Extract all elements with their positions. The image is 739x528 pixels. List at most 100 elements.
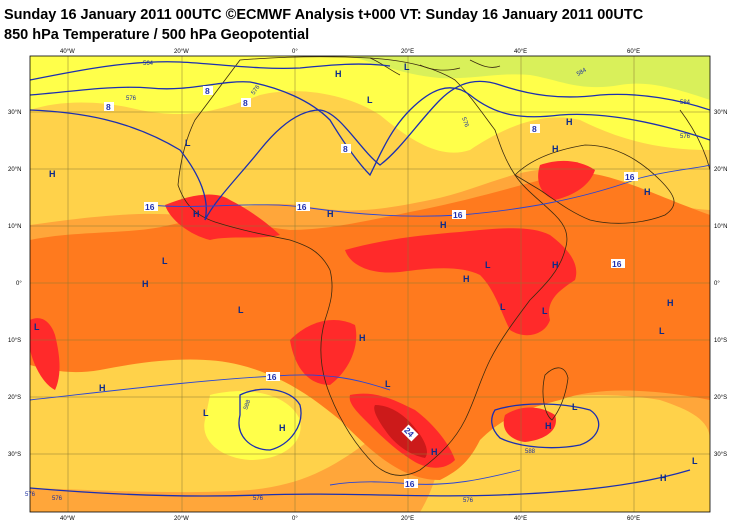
temp-dark-red-core (374, 405, 427, 458)
lon-tick-top: 0° (292, 49, 298, 55)
temp-label-box: 16 (624, 172, 638, 182)
lat-tick-right: 0° (714, 281, 720, 287)
svg-text:16: 16 (267, 372, 277, 382)
pressure-center-label: L (203, 408, 209, 418)
map-subtitle: 850 hPa Temperature / 500 hPa Geopotenti… (4, 27, 310, 43)
pressure-center-label: H (327, 209, 334, 219)
temp-red-arabia (538, 160, 595, 200)
lon-tick-bottom: 0° (292, 516, 298, 522)
temp-band-light-orange-south (30, 354, 370, 493)
pressure-center-label: H (552, 144, 559, 154)
svg-text:16: 16 (453, 210, 463, 220)
pressure-center-label: H (359, 333, 366, 343)
lat-lon-grid (30, 56, 710, 512)
lon-tick-bottom: 40°E (514, 516, 527, 522)
pressure-center-label: L (404, 62, 410, 72)
lat-tick-right: 30°N (714, 110, 727, 116)
lat-ticks-left: 30°N 20°N 10°N 0° 10°S 20°S 30°S (8, 110, 22, 458)
pressure-center-label: H (99, 383, 106, 393)
lon-tick-bottom: 40°W (60, 516, 75, 522)
pressure-center-label: H (545, 421, 552, 431)
lat-tick-right: 10°N (714, 224, 727, 230)
coast-arabia (514, 144, 675, 224)
geopotential-label: 584 (680, 100, 691, 106)
lon-ticks-bottom: 40°W 20°W 0° 20°E 40°E 60°E (60, 516, 640, 522)
temp-label-box: 8 (341, 144, 351, 154)
pressure-center-label: H (566, 117, 573, 127)
pressure-centers: H L H L H L H H H L H L H H L H L H H L … (34, 62, 698, 483)
contour-576-south (30, 469, 691, 497)
pressure-center-label: H (644, 187, 651, 197)
lon-tick-top: 40°E (514, 49, 527, 55)
contour-576-north (30, 81, 710, 177)
geopotential-label: 576 (253, 496, 264, 502)
temp-red-angola (290, 320, 357, 385)
temp-red-west-atlantic (30, 318, 60, 390)
pressure-center-label: H (552, 260, 559, 270)
contour-588-south-east (491, 403, 600, 449)
lat-tick-right: 20°N (714, 167, 727, 173)
lon-tick-top: 20°W (174, 49, 189, 55)
geopotential-label: 588 (243, 399, 252, 411)
pressure-center-label: L (572, 402, 578, 412)
lat-tick-left: 30°S (8, 452, 21, 458)
lon-tick-bottom: 20°W (174, 516, 189, 522)
temp-label-box: 8 (203, 86, 213, 96)
svg-text:8: 8 (243, 98, 248, 108)
coast-africa (177, 56, 568, 476)
pressure-center-label: H (49, 169, 56, 179)
geopotential-labels: 564 576 576 584 576 576 584 576 588 588 … (25, 61, 691, 504)
pressure-center-label: H (463, 274, 470, 284)
temp-label-box: 16 (296, 202, 310, 212)
pressure-center-label: L (34, 322, 40, 332)
lat-tick-left: 20°S (8, 395, 21, 401)
geopotential-label: 576 (463, 498, 474, 504)
coast-europe (369, 57, 501, 76)
svg-text:16: 16 (612, 259, 622, 269)
contour-564-north (30, 61, 391, 81)
coast-madagascar (542, 367, 569, 421)
pressure-center-label: L (162, 256, 168, 266)
svg-text:8: 8 (205, 86, 210, 96)
pressure-center-label: L (659, 326, 665, 336)
temp-label-box: 24 (401, 424, 419, 442)
temp-red-madagascar-east (503, 407, 556, 442)
geopotential-contours (30, 61, 710, 497)
temp-label-box: 16 (404, 479, 418, 489)
svg-text:16: 16 (625, 172, 635, 182)
pressure-center-label: H (142, 279, 149, 289)
temp-band-pale-green (350, 56, 710, 100)
pressure-center-label: H (193, 209, 200, 219)
lon-tick-top: 40°W (60, 49, 75, 55)
geopotential-label: 576 (680, 134, 691, 140)
pressure-center-label: L (500, 302, 506, 312)
pressure-center-label: H (279, 423, 286, 433)
lon-tick-top: 20°E (401, 49, 414, 55)
lat-tick-right: 30°S (714, 452, 727, 458)
contour-584-north (30, 80, 710, 221)
svg-text:8: 8 (532, 124, 537, 134)
temp-label-box: 8 (104, 102, 114, 112)
contour-588-south-west (238, 388, 302, 451)
lon-tick-bottom: 60°E (627, 516, 640, 522)
pressure-center-label: L (485, 260, 491, 270)
lat-tick-right: 10°S (714, 338, 727, 344)
pressure-center-label: L (385, 379, 391, 389)
lat-tick-left: 10°N (8, 224, 21, 230)
geopotential-label: 584 (576, 67, 588, 78)
lat-tick-left: 10°S (8, 338, 21, 344)
temp-label-box: 16 (266, 372, 280, 382)
temp-label-box: 16 (144, 202, 158, 212)
geopotential-label: 576 (251, 84, 262, 96)
temperature-labels: 8 8 8 8 8 16 16 16 16 16 16 16 24 (104, 86, 638, 489)
svg-text:8: 8 (106, 102, 111, 112)
pressure-center-label: H (440, 220, 447, 230)
coast-india (679, 109, 710, 171)
coastlines (177, 56, 710, 476)
temp-band-yellow (30, 56, 710, 153)
pressure-center-label: L (185, 138, 191, 148)
svg-text:16: 16 (145, 202, 155, 212)
geopotential-label: 576 (460, 117, 469, 129)
map-frame (29, 55, 711, 513)
